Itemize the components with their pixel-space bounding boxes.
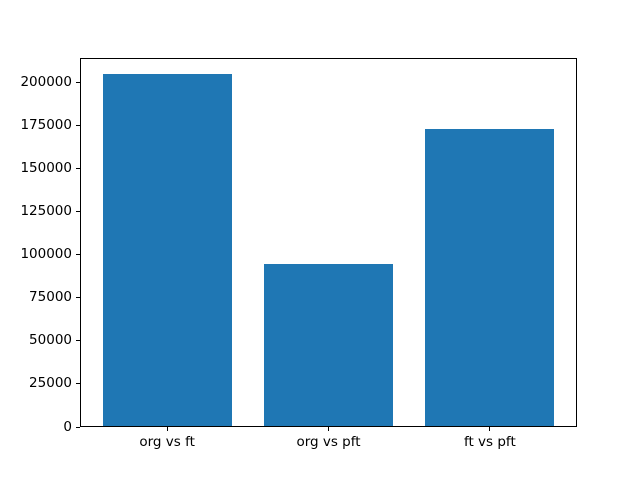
y-tick-label: 200000 [20,74,72,91]
x-tick-mark [489,427,491,431]
y-tick-mark [76,82,80,84]
x-tick-label: org vs pft [296,434,361,450]
x-tick-mark [166,427,168,431]
bar-ft-vs-pft [425,129,555,427]
x-tick-label: ft vs pft [463,434,516,450]
y-tick-label: 25000 [29,375,72,392]
y-tick-mark [76,211,80,213]
y-tick-mark [76,383,80,385]
y-tick-mark [76,125,80,127]
bar-org-vs-ft [102,74,232,427]
y-tick-label: 50000 [29,332,72,349]
y-tick-mark [76,168,80,170]
y-tick-mark [76,426,80,428]
y-tick-label: 175000 [20,117,72,134]
x-tick-label: org vs ft [139,434,195,450]
y-tick-label: 125000 [20,203,72,220]
y-tick-label: 100000 [20,246,72,263]
y-tick-label: 0 [63,418,72,435]
y-tick-mark [76,254,80,256]
y-tick-mark [76,340,80,342]
y-tick-label: 75000 [29,289,72,306]
bar-org-vs-pft [263,263,394,427]
y-tick-mark [76,297,80,299]
y-tick-label: 150000 [20,160,72,177]
x-tick-mark [328,427,329,431]
plot-area [80,58,577,427]
